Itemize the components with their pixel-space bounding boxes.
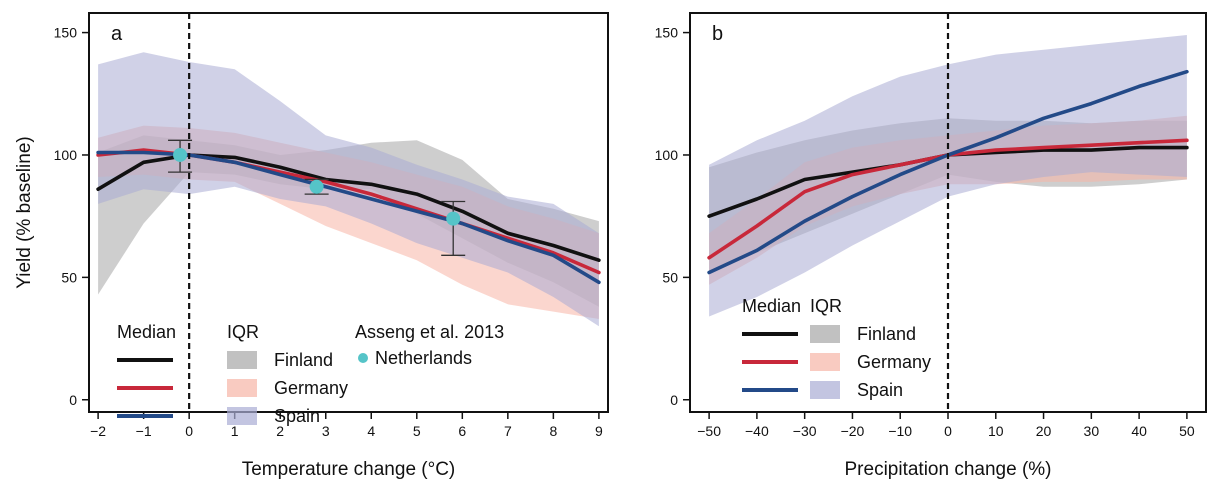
plot-area: [96, 13, 601, 412]
legend-label-finland: Finland: [857, 324, 916, 344]
iqr-band-finland: [98, 135, 599, 307]
y-tick-label: 150: [655, 25, 679, 41]
plot-area: [707, 13, 1189, 412]
observation-point-0: [168, 139, 193, 173]
x-tick-label: 20: [1036, 423, 1052, 439]
y-tick-label: 50: [61, 269, 77, 285]
observation-point-1: [304, 178, 329, 195]
legend-observation-marker: [358, 353, 368, 363]
y-tick-label: 50: [662, 269, 678, 285]
observation-marker: [173, 147, 188, 162]
observation-marker: [309, 179, 324, 194]
x-tick-label: 30: [1084, 423, 1100, 439]
legend-swatch-germany: [810, 353, 840, 371]
x-tick-label: 6: [458, 423, 466, 439]
legend-swatch-germany: [227, 379, 257, 397]
legend: Median IQR Finland Germany Spain Asseng et al…: [117, 322, 504, 426]
panel-a: −2 −1 0 1 2 3 4 5 6 7 8 9 0 50 100 150 Temperature chang…: [14, 12, 609, 480]
legend-label-finland: Finland: [274, 350, 333, 370]
observation-marker: [446, 211, 461, 226]
x-axis-label: Temperature change (°C): [242, 459, 456, 480]
x-tick-label: −2: [90, 423, 106, 439]
legend-median-title: Median: [117, 322, 176, 342]
x-tick-label: −50: [697, 423, 721, 439]
x-tick-label: 50: [1179, 423, 1195, 439]
legend-label-spain: Spain: [857, 380, 903, 400]
x-tick-label: 0: [185, 423, 193, 439]
legend-swatch-finland: [227, 351, 257, 369]
legend-label-spain: Spain: [274, 406, 320, 426]
x-tick-label: 9: [595, 423, 603, 439]
legend-iqr-title: IQR: [227, 322, 259, 342]
y-tick-label: 0: [670, 392, 678, 408]
legend-observation-label: Netherlands: [375, 348, 472, 368]
legend-iqr-title: IQR: [810, 296, 842, 316]
x-tick-label: −30: [793, 423, 817, 439]
y-tick-label: 100: [54, 147, 78, 163]
plot-frame: [88, 12, 609, 413]
x-tick-label: −40: [745, 423, 769, 439]
x-tick-label: 8: [549, 423, 557, 439]
x-tick-label: 5: [413, 423, 421, 439]
legend-label-germany: Germany: [274, 378, 348, 398]
legend-label-germany: Germany: [857, 352, 931, 372]
y-tick-label: 0: [69, 392, 77, 408]
x-axis-label: Precipitation change (%): [845, 459, 1052, 480]
y-axis-label: Yield (% baseline): [14, 136, 35, 288]
x-tick-label: 0: [944, 423, 952, 439]
x-tick-label: 1: [231, 423, 239, 439]
x-tick-label: 40: [1131, 423, 1147, 439]
observation-point-2: [441, 200, 466, 256]
panel-b: −50 −40 −30 −20 −10 0 10 20 30 40 50 0 50 100 150 Preci…: [655, 12, 1207, 480]
panel-letter: b: [712, 23, 723, 45]
x-tick-label: 2: [276, 423, 284, 439]
x-tick-label: 4: [367, 423, 375, 439]
panel-letter: a: [111, 23, 123, 45]
x-tick-label: −10: [888, 423, 912, 439]
legend-median-title: Median: [742, 296, 801, 316]
legend: Median IQR Finland Germany Spain: [742, 296, 931, 400]
y-tick-label: 100: [655, 147, 679, 163]
x-tick-label: −1: [136, 423, 152, 439]
y-tick-label: 150: [54, 25, 78, 41]
legend-swatch-finland: [810, 325, 840, 343]
x-tick-label: 10: [988, 423, 1004, 439]
legend-swatch-spain: [227, 407, 257, 425]
x-tick-label: 7: [504, 423, 512, 439]
legend-swatch-spain: [810, 381, 840, 399]
x-tick-label: 3: [322, 423, 330, 439]
x-tick-label: −20: [841, 423, 865, 439]
legend-observation-title: Asseng et al. 2013: [355, 322, 504, 342]
